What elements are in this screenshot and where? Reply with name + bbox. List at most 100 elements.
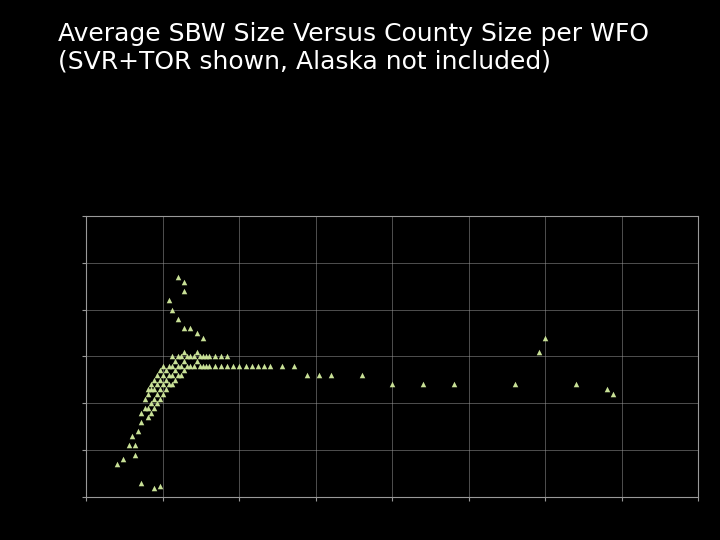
Point: [184, 361, 196, 370]
Point: [135, 408, 147, 417]
Point: [179, 347, 190, 356]
Point: [124, 441, 135, 450]
Point: [203, 361, 215, 370]
Point: [142, 413, 153, 422]
Point: [184, 324, 196, 333]
Point: [117, 455, 129, 464]
Point: [142, 403, 153, 412]
Point: [160, 385, 171, 394]
Point: [534, 347, 545, 356]
Point: [139, 403, 150, 412]
Point: [181, 361, 193, 370]
Point: [179, 324, 190, 333]
Point: [148, 484, 160, 492]
Point: [148, 394, 160, 403]
Point: [173, 361, 184, 370]
Point: [160, 375, 171, 384]
Point: [176, 352, 187, 361]
Point: [387, 380, 398, 389]
Point: [194, 352, 205, 361]
Point: [169, 357, 181, 366]
Point: [139, 394, 150, 403]
Point: [145, 408, 156, 417]
Point: [132, 427, 144, 436]
Point: [151, 380, 163, 389]
Point: [157, 380, 168, 389]
Point: [173, 315, 184, 323]
Point: [176, 361, 187, 370]
Point: [130, 441, 141, 450]
Point: [289, 361, 300, 370]
Point: [127, 431, 138, 440]
Point: [148, 385, 160, 394]
Point: [197, 352, 209, 361]
Point: [179, 366, 190, 375]
Point: [166, 361, 178, 370]
Point: [194, 361, 205, 370]
Point: [157, 389, 168, 398]
Point: [111, 460, 122, 468]
Point: [157, 371, 168, 380]
Point: [173, 352, 184, 361]
Point: [148, 403, 160, 412]
Point: [176, 371, 187, 380]
Point: [258, 361, 269, 370]
Point: [252, 361, 264, 370]
Point: [154, 481, 166, 490]
Point: [215, 361, 227, 370]
Point: [154, 375, 166, 384]
Point: [151, 399, 163, 408]
Point: [228, 361, 239, 370]
Point: [130, 450, 141, 459]
Point: [203, 352, 215, 361]
Point: [145, 399, 156, 408]
Text: Average SBW Size Versus County Size per WFO
(SVR+TOR shown, Alaska not included): Average SBW Size Versus County Size per …: [58, 22, 649, 73]
Point: [181, 352, 193, 361]
Point: [197, 333, 209, 342]
Point: [191, 347, 202, 356]
Point: [173, 371, 184, 380]
Point: [163, 380, 175, 389]
Point: [210, 352, 221, 361]
Point: [188, 361, 199, 370]
Point: [173, 273, 184, 281]
Point: [191, 329, 202, 338]
Point: [233, 361, 245, 370]
Point: [313, 371, 325, 380]
Point: [166, 305, 178, 314]
Point: [607, 389, 618, 398]
Point: [151, 389, 163, 398]
Point: [135, 417, 147, 426]
Point: [148, 375, 160, 384]
Point: [179, 287, 190, 295]
Point: [151, 371, 163, 380]
Point: [166, 371, 178, 380]
Point: [163, 371, 175, 380]
Point: [222, 352, 233, 361]
Point: [240, 361, 251, 370]
Point: [301, 371, 312, 380]
Point: [200, 361, 212, 370]
Point: [142, 389, 153, 398]
Point: [276, 361, 288, 370]
Point: [169, 375, 181, 384]
Point: [163, 361, 175, 370]
Point: [154, 366, 166, 375]
Point: [145, 385, 156, 394]
Point: [157, 361, 168, 370]
Point: [210, 361, 221, 370]
Point: [145, 380, 156, 389]
Point: [418, 380, 429, 389]
Point: [166, 380, 178, 389]
Point: [184, 352, 196, 361]
Point: [197, 361, 209, 370]
Point: [264, 361, 276, 370]
Point: [448, 380, 459, 389]
Point: [163, 296, 175, 305]
Point: [246, 361, 258, 370]
Point: [570, 380, 582, 389]
Point: [179, 357, 190, 366]
Point: [154, 394, 166, 403]
Point: [215, 352, 227, 361]
Point: [600, 385, 612, 394]
